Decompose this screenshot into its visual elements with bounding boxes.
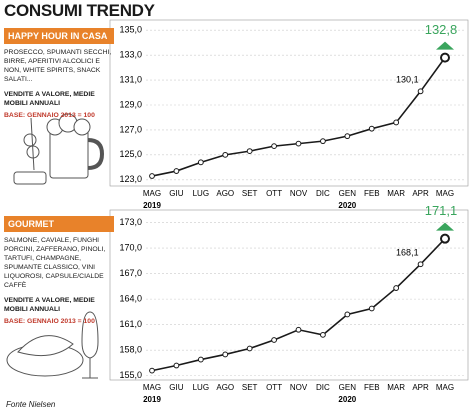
y-tick-label: 135,0 [119, 25, 142, 35]
x-year-label: 2019 [143, 201, 161, 210]
y-tick-label: 173,0 [119, 217, 142, 227]
data-point [173, 362, 180, 369]
x-tick-label: MAG [436, 189, 454, 198]
value-label: 168,1 [396, 248, 419, 258]
x-tick-label: MAR [387, 383, 405, 392]
plot-frame [109, 209, 469, 381]
panel-measure: VENDITE A VALORE, MEDIE MOBILI ANNUALI [4, 91, 95, 107]
highlight-arrow [436, 222, 454, 231]
data-point [393, 285, 400, 291]
x-tick-label: FEB [364, 189, 380, 198]
x-tick-label: GIU [169, 383, 183, 392]
data-point [271, 143, 277, 150]
panel-description: SALMONE, CAVIALE, FUNGHI PORCINI, ZAFFER… [4, 237, 106, 289]
x-year-label: 2019 [143, 395, 161, 404]
panel-title: GOURMET [4, 216, 114, 232]
panel-description: PROSECCO, SPUMANTI SECCHI, BIRRE, APERIT… [4, 49, 112, 83]
data-point [417, 88, 424, 95]
y-tick-label: 127,0 [119, 124, 142, 134]
x-tick-label: SET [242, 189, 258, 198]
x-tick-label: APR [412, 189, 429, 198]
data-point [222, 151, 229, 158]
data-point [344, 133, 351, 140]
x-year-label: 2020 [338, 395, 356, 404]
x-tick-label: MAG [143, 189, 161, 198]
x-tick-label: APR [412, 383, 429, 392]
x-tick-label: MAG [143, 383, 161, 392]
x-tick-label: DIC [316, 383, 330, 392]
y-tick-label: 161,0 [119, 319, 142, 329]
panel-base: BASE: GENNAIO 2013 = 100 [4, 318, 95, 325]
data-point [295, 326, 302, 333]
y-tick-label: 123,0 [119, 174, 142, 184]
y-tick-label: 167,0 [119, 268, 142, 278]
panel-title: HAPPY HOUR IN CASA [4, 28, 114, 44]
data-point [368, 125, 375, 132]
data-point [246, 148, 253, 155]
x-tick-label: SET [242, 383, 258, 392]
y-tick-label: 170,0 [119, 242, 142, 252]
x-tick-label: FEB [364, 383, 380, 392]
source: Fonte Nielsen [6, 400, 56, 409]
x-tick-label: GEN [339, 189, 357, 198]
x-tick-label: LUG [193, 383, 209, 392]
data-point [344, 311, 351, 318]
data-point [295, 140, 302, 147]
y-tick-label: 125,0 [119, 149, 142, 159]
y-tick-label: 158,0 [119, 345, 142, 355]
y-tick-label: 133,0 [119, 50, 142, 60]
y-tick-label: 155,0 [119, 370, 142, 380]
data-point [246, 345, 253, 352]
data-point [173, 168, 180, 174]
page-title: CONSUMI TRENDY [4, 1, 155, 20]
beer-illustration [13, 113, 105, 185]
data-point [393, 119, 400, 126]
x-tick-label: DIC [316, 189, 330, 198]
x-tick-label: AGO [216, 383, 234, 392]
y-tick-label: 164,0 [119, 294, 142, 304]
data-point [440, 233, 450, 244]
value-label: 132,8 [425, 22, 458, 37]
x-tick-label: OTT [266, 189, 282, 198]
data-point [149, 173, 155, 179]
x-tick-label: MAG [436, 383, 454, 392]
x-tick-label: MAR [387, 189, 405, 198]
data-point [222, 351, 229, 358]
x-tick-label: NOV [290, 189, 308, 198]
panel: GOURMET SALMONE, CAVIALE, FUNGHI PORCINI… [4, 216, 114, 326]
data-point [320, 138, 326, 145]
y-tick-label: 131,0 [119, 74, 142, 84]
x-year-label: 2020 [338, 201, 356, 210]
highlight-arrow [436, 41, 454, 50]
y-tick-label: 129,0 [119, 99, 142, 109]
x-tick-label: NOV [290, 383, 308, 392]
data-point [440, 52, 450, 63]
x-tick-label: OTT [266, 383, 282, 392]
data-point [271, 337, 277, 343]
data-point [197, 356, 204, 363]
x-tick-label: GIU [169, 189, 183, 198]
panel: HAPPY HOUR IN CASA PROSECCO, SPUMANTI SE… [4, 28, 114, 120]
x-tick-label: GEN [339, 383, 357, 392]
data-line [151, 238, 446, 372]
x-tick-label: LUG [193, 189, 209, 198]
value-label: 130,1 [396, 75, 419, 85]
panel-base: BASE: GENNAIO 2013 = 100 [4, 112, 95, 119]
x-tick-label: AGO [216, 189, 234, 198]
plot-frame [109, 19, 469, 187]
data-point [197, 159, 204, 166]
value-label: 171,1 [425, 203, 458, 218]
data-point [320, 331, 326, 338]
data-point [417, 261, 424, 268]
gourmet-illustration [6, 311, 99, 379]
panel-measure: VENDITE A VALORE, MEDIE MOBILI ANNUALI [4, 297, 95, 313]
data-point [149, 367, 155, 374]
data-point [368, 305, 375, 312]
